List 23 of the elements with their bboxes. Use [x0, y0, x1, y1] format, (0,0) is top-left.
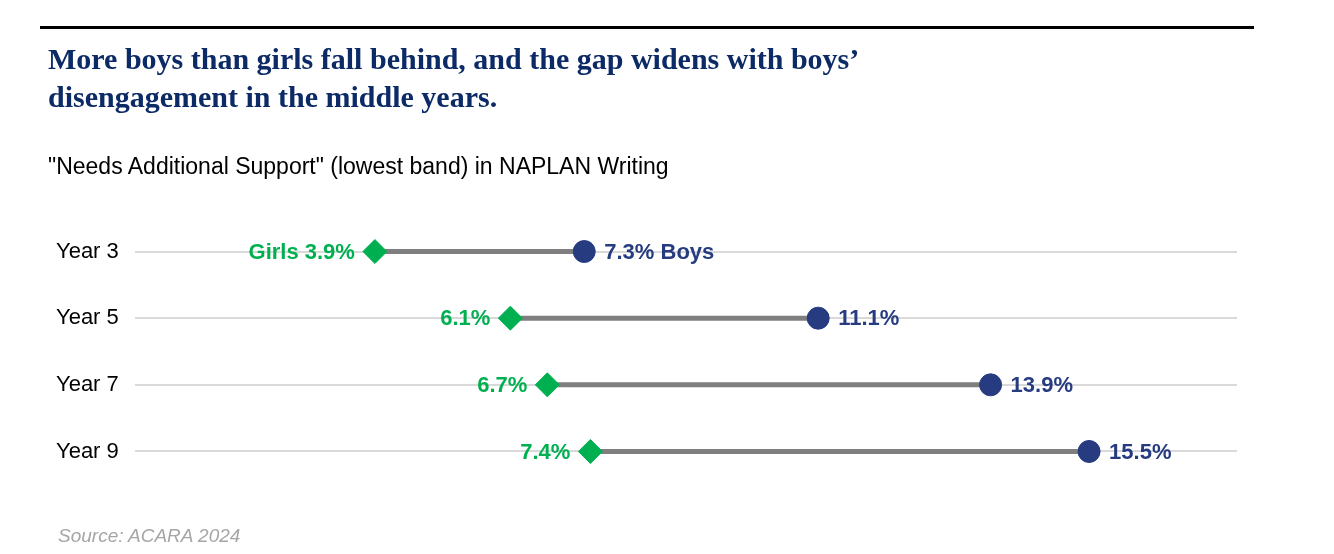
data-label: 7.4% [520, 438, 571, 464]
point [534, 372, 560, 398]
source-note: Source: ACARA 2024 [58, 525, 241, 547]
data-label: 7.3% Boys [604, 238, 715, 264]
chart-subtitle: "Needs Additional Support" (lowest band) in NAPLAN Writing [48, 153, 669, 180]
point [362, 239, 388, 265]
data-label: 15.5% [1109, 438, 1172, 464]
point [572, 240, 596, 264]
data-label: 11.1% [838, 305, 900, 331]
point [979, 373, 1003, 397]
point [806, 306, 830, 330]
data-label: 6.1% [440, 305, 491, 331]
data-label: 13.9% [1010, 371, 1073, 397]
data-label: Girls 3.9% [248, 238, 355, 264]
point [497, 305, 523, 331]
y-tick-label: Year 7 [55, 370, 119, 396]
point [577, 438, 603, 464]
y-tick-label: Year 9 [55, 437, 119, 463]
point [1077, 439, 1101, 463]
y-tick-label: Year 3 [55, 237, 119, 263]
data-label: 6.7% [477, 371, 528, 397]
chart-title: More boys than girls fall behind, and the gap widens with boys’ disengagement in the middle years. [48, 41, 859, 115]
y-tick-label: Year 5 [55, 304, 119, 330]
